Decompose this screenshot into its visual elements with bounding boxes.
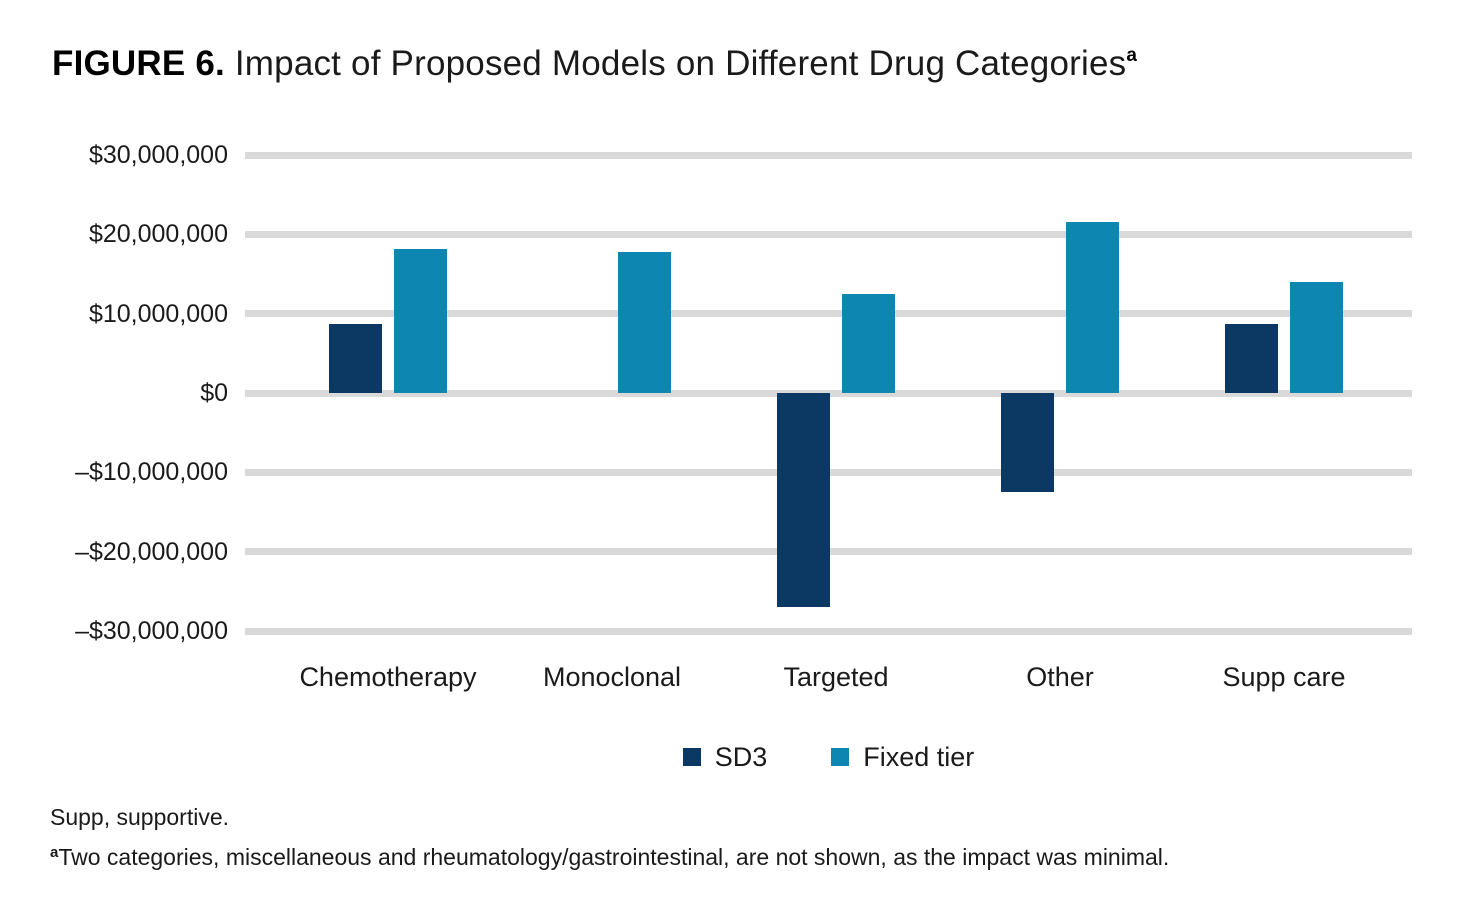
y-tick-label: $20,000,000 (88, 220, 228, 249)
figure-title-text: Impact of Proposed Models on Different D… (224, 44, 1127, 83)
x-tick-label-supp-care: Supp care (1222, 662, 1346, 692)
footnote-a-superscript: a (50, 844, 59, 861)
y-tick-label: $30,000,000 (88, 141, 228, 169)
bar-fixed-tier-chemotherapy (394, 249, 447, 393)
y-tick-label: –$20,000,000 (75, 537, 228, 566)
gridline (245, 151, 1412, 159)
bar-fixed-tier-supp-care (1290, 281, 1343, 393)
figure-label: FIGURE 6. (52, 44, 225, 83)
bar-sd3-supp-care (1225, 323, 1278, 393)
footnotes: Supp, supportive. aTwo categories, misce… (50, 800, 1169, 875)
x-tick-label-monoclonal: Monoclonal (542, 662, 682, 692)
bar-fixed-tier-targeted (842, 293, 895, 393)
x-tick-label-targeted: Targeted (783, 662, 889, 692)
y-tick-label: –$30,000,000 (75, 617, 228, 645)
legend-item-sd3: SD3 (682, 742, 768, 772)
y-tick-label: –$10,000,000 (75, 458, 228, 487)
legend-item-fixed-tier: Fixed tier (831, 742, 974, 772)
legend-label: Fixed tier (863, 742, 975, 772)
bar-sd3-targeted (777, 393, 830, 608)
bar-fixed-tier-monoclonal (618, 251, 671, 393)
legend-swatch-icon (682, 748, 701, 766)
bar-sd3-other (1001, 393, 1054, 493)
x-tick-label-chemotherapy: Chemotherapy (299, 662, 477, 692)
chart-legend: SD3 Fixed tier (245, 742, 1412, 772)
y-tick-label: $0 (200, 379, 228, 407)
legend-label: SD3 (714, 742, 768, 772)
footnote-a: aTwo categories, miscellaneous and rheum… (50, 835, 1169, 875)
gridline (245, 310, 1412, 318)
figure-title: FIGURE 6. Impact of Proposed Models on D… (52, 44, 1137, 84)
x-tick-label-other: Other (1026, 662, 1094, 692)
bar-fixed-tier-other (1066, 221, 1119, 393)
legend-swatch-icon (831, 748, 850, 766)
gridline (245, 627, 1412, 635)
figure-title-superscript: a (1126, 45, 1138, 66)
gridline (245, 230, 1412, 238)
footnote-a-text: Two categories, miscellaneous and rheuma… (58, 844, 1170, 870)
bar-sd3-chemotherapy (329, 323, 382, 393)
footnote-abbreviation: Supp, supportive. (50, 804, 230, 830)
y-tick-label: $10,000,000 (88, 299, 228, 328)
